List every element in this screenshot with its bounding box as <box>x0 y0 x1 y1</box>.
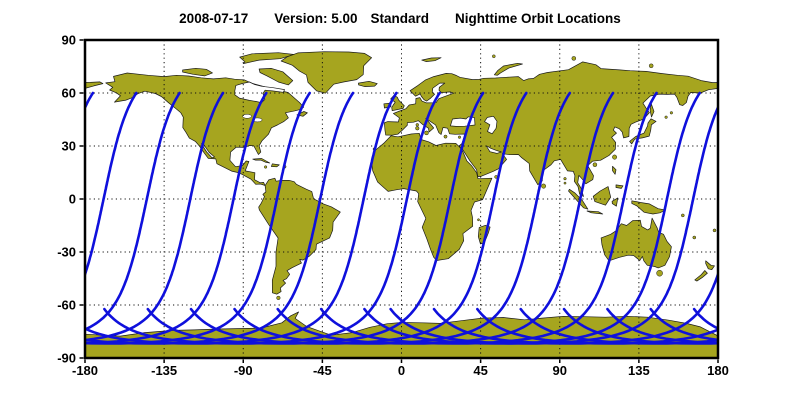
island <box>669 111 673 115</box>
landmass-novaya-zemlya <box>493 62 523 76</box>
y-axis-tick-label: -90 <box>57 351 76 366</box>
island <box>571 56 577 61</box>
island <box>681 213 685 218</box>
landmass-luzon <box>612 165 617 175</box>
island <box>563 181 567 185</box>
y-axis-tick-label: 0 <box>69 192 76 207</box>
landmass-java <box>586 210 604 215</box>
sea-inlet-hudson-bay <box>234 81 285 104</box>
island <box>424 130 429 136</box>
landmass-new-zealand-north <box>705 260 715 271</box>
lake <box>242 114 252 119</box>
y-axis-tick-label: -60 <box>57 298 76 313</box>
x-axis-tick-label: -90 <box>234 363 253 378</box>
landmass-japan <box>629 118 657 145</box>
landmass-sakhalin <box>649 103 655 118</box>
island <box>443 134 448 139</box>
landmass-iceland <box>358 80 378 87</box>
sea-inlet-gulf-of-california <box>201 143 215 159</box>
landmass-sulawesi <box>611 197 619 207</box>
sea-inlet-caspian-sea <box>484 115 498 135</box>
plot-frame <box>83 38 720 360</box>
orbit-track <box>85 91 181 331</box>
orbit-track <box>363 91 701 345</box>
island <box>80 229 83 232</box>
landmass-south-america <box>258 177 341 295</box>
x-axis-tick-label: 45 <box>473 363 487 378</box>
landmass-greenland <box>280 51 372 94</box>
landmass-cuba <box>252 158 271 164</box>
landmass-borneo <box>592 186 612 206</box>
orbit-track <box>85 91 138 279</box>
orbit-track <box>85 91 95 111</box>
landmass-eurasia <box>384 61 718 197</box>
island <box>415 126 420 131</box>
x-axis-tick-label: 0 <box>398 363 405 378</box>
x-axis-tick-label: 90 <box>553 363 567 378</box>
title-name: Nighttime Orbit Locations <box>455 11 621 26</box>
landmass-new-guinea <box>631 200 666 215</box>
island <box>648 63 654 69</box>
title-version: Version: 5.00 <box>274 11 358 26</box>
y-axis-tick-label: 30 <box>62 139 76 154</box>
island <box>492 54 496 59</box>
x-axis-tick-label: -135 <box>151 363 177 378</box>
island <box>264 165 268 169</box>
landmass-antarctica <box>717 333 718 358</box>
island <box>541 183 547 189</box>
island <box>664 115 668 119</box>
landmass-banks-victoria-islands <box>182 67 213 77</box>
x-axis-tick-label: -45 <box>313 363 332 378</box>
x-axis-tick-label: 180 <box>707 363 729 378</box>
island <box>592 162 598 167</box>
orbit-track <box>85 91 225 342</box>
island <box>477 218 480 222</box>
title-mode: Standard <box>370 11 430 26</box>
island <box>712 228 717 233</box>
landmass-new-zealand-south <box>694 270 708 282</box>
landmass-baffin-island <box>258 68 294 86</box>
island <box>612 154 618 160</box>
island <box>692 235 697 240</box>
landmass-hispaniola <box>271 163 280 168</box>
island <box>276 295 281 300</box>
landmass-mindanao <box>615 184 624 189</box>
island <box>415 123 419 127</box>
island <box>563 177 567 181</box>
y-axis-tick-label: -30 <box>57 245 76 260</box>
title-date: 2008-07-17 <box>179 11 249 26</box>
landmass-africa <box>371 132 493 261</box>
island <box>457 135 462 139</box>
sea-inlet-persian-gulf <box>486 145 502 154</box>
x-axis-tick-label: 135 <box>628 363 650 378</box>
figure-title: 2008-07-17 Version: 5.00 Standard Nightt… <box>0 11 800 26</box>
island <box>656 269 663 277</box>
y-axis-tick-label: 90 <box>62 33 76 48</box>
y-axis-tick-label: 60 <box>62 86 76 101</box>
landmass-svalbard <box>421 57 442 62</box>
landmass-eurasia <box>85 81 104 89</box>
x-axis-tick-label: -180 <box>72 363 98 378</box>
landmass-ellesmere-island <box>239 52 295 65</box>
